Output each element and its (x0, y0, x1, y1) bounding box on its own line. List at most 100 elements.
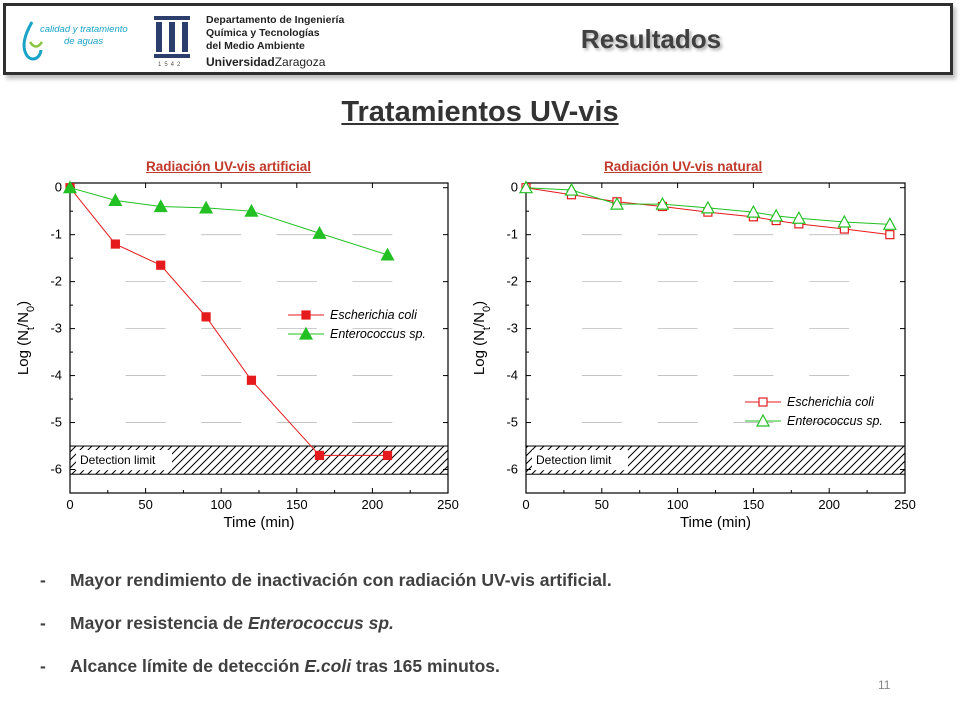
series-enterococcus (518, 180, 897, 230)
legend: Escherichia coli Enterococcus sp. (745, 395, 883, 428)
data-point (791, 210, 806, 224)
bullet-text-part: tras 165 minutos. (351, 656, 500, 676)
data-point (314, 450, 325, 461)
y-axis-label-part: ) (471, 301, 488, 306)
data-point (312, 226, 327, 239)
legend: Escherichia coli Enterococcus sp. (288, 308, 426, 341)
department-line3: del Medio Ambiente (206, 40, 305, 52)
y-tick-label: -3 (506, 321, 518, 336)
bullet-text-part: Mayor resistencia de (70, 613, 248, 633)
data-point (885, 230, 895, 240)
y-tick-label: -6 (506, 462, 518, 477)
data-point (246, 375, 257, 385)
data-point (108, 193, 123, 206)
data-point (201, 312, 211, 322)
data-point (156, 260, 166, 270)
y-tick-label: -5 (50, 415, 62, 430)
x-tick-label: 0 (66, 497, 73, 512)
chart-natural: Detection limit 0 50 100 150 200 250 0 -1 -2 -3 -4 -… (471, 180, 916, 531)
y-axis-label-part: /N (15, 312, 32, 327)
slide-header: calidad y tratamiento de aguas 1542 Depa… (3, 3, 953, 75)
bullet-text-part: Mayor rendimiento de inactivación con ra… (70, 570, 612, 590)
series-line (525, 187, 890, 236)
x-tick-label: 150 (286, 497, 308, 512)
y-axis-label-part: Log (N (471, 330, 488, 375)
y-tick-label: -2 (506, 274, 518, 289)
x-tick-label: 100 (667, 497, 689, 512)
series-line (525, 187, 890, 225)
section-title: Resultados (580, 24, 722, 54)
bullet-dash: - (40, 656, 46, 676)
seal-year: 1542 (158, 62, 184, 68)
bullet-item: - Alcance límite de detección E.coli tras… (40, 648, 920, 691)
bullet-text-part: E.coli (304, 656, 352, 676)
data-point (382, 450, 393, 461)
university-seal-icon (154, 16, 190, 58)
university-name-regular: Zaragoza (274, 55, 326, 69)
y-tick-label: -5 (506, 415, 518, 430)
data-point (153, 199, 168, 213)
data-point (837, 214, 852, 228)
y-tick-label: -3 (50, 321, 62, 336)
data-point (62, 180, 78, 194)
data-point (655, 196, 670, 210)
y-tick-label: -1 (50, 227, 62, 242)
legend-marker (755, 413, 771, 427)
y-axis-label-part: 0 (25, 306, 37, 312)
bullet-dash: - (40, 613, 46, 633)
y-axis-label-part: t (481, 327, 493, 330)
bullet-list: - Mayor rendimiento de inactivación con r… (40, 562, 920, 691)
detection-limit-label: Detection limit (80, 453, 156, 467)
data-point (110, 239, 120, 249)
page-number: 11 (878, 678, 891, 692)
x-tick-label: 50 (595, 497, 609, 512)
data-point (882, 217, 897, 230)
bullet-item: - Mayor rendimiento de inactivación con r… (40, 562, 920, 605)
x-tick-label: 250 (437, 497, 459, 512)
y-axis-label-part: ) (15, 301, 32, 306)
data-point (518, 180, 534, 194)
legend-label: Escherichia coli (330, 308, 418, 322)
y-axis-label-part: 0 (481, 306, 493, 312)
legend-label: Enterococcus sp. (787, 414, 883, 428)
y-tick-label: 0 (55, 180, 62, 195)
legend-label: Enterococcus sp. (330, 327, 426, 341)
detection-limit-label-bg (532, 450, 628, 471)
data-point (199, 200, 214, 214)
bullet-text: Alcance límite de detección E.coli tras … (70, 648, 500, 684)
university-name: UniversidadZaragoza (206, 55, 325, 69)
department-line2: Química y Tecnologías (206, 27, 320, 39)
x-axis-label: Time (min) (680, 514, 751, 531)
legend-marker (301, 310, 311, 320)
y-axis-label: Log (Nt/N0) (471, 301, 493, 375)
x-tick-label: 50 (138, 497, 152, 512)
university-name-bold: Universidad (206, 55, 275, 69)
page-title: Tratamientos UV-vis (341, 96, 619, 128)
y-tick-label: 0 (511, 180, 518, 195)
legend-label: Escherichia coli (787, 395, 875, 409)
detection-limit-label: Detection limit (536, 453, 612, 467)
bullet-text-part: Alcance límite de detección (70, 656, 305, 676)
legend-marker (758, 397, 768, 407)
data-point (564, 182, 579, 196)
x-tick-label: 150 (743, 497, 765, 512)
y-tick-label: -4 (506, 368, 518, 383)
chart-title-natural: Radiación UV-vis natural (604, 159, 763, 174)
x-tick-label: 200 (818, 497, 840, 512)
data-point (380, 247, 395, 261)
chart-artificial: Detection limit 0 50 100 150 200 250 0 -1 -2 -3 -4 -… (15, 180, 459, 531)
legend-marker (298, 326, 314, 340)
department-line1: Departamento de Ingeniería (206, 14, 345, 26)
y-tick-label: -6 (50, 462, 62, 477)
bullet-text: Mayor rendimiento de inactivación con ra… (70, 562, 612, 598)
x-tick-label: 200 (362, 497, 384, 512)
water-drop-icon (22, 21, 44, 61)
y-axis-label-part: t (25, 327, 37, 330)
y-tick-label: -4 (50, 368, 62, 383)
data-point (244, 203, 259, 217)
water-treatment-logo: calidad y tratamiento de aguas (20, 14, 140, 74)
data-point (609, 196, 624, 210)
data-point (700, 200, 715, 214)
logo-text-line2: de aguas (64, 36, 104, 47)
y-axis-label-part: Log (N (15, 330, 32, 375)
